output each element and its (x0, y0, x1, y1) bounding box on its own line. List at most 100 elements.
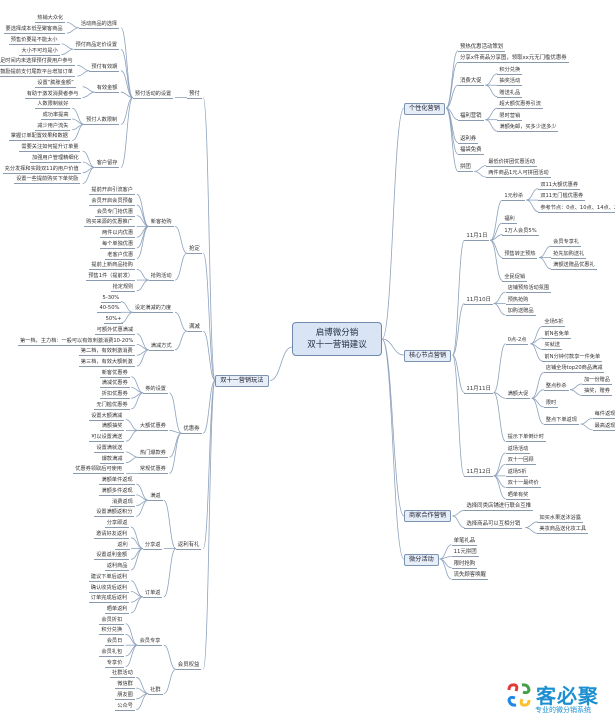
leaf-node[interactable]: 返场5折 (505, 468, 529, 477)
leaf-node[interactable]: 预热优惠活动策划 (458, 43, 506, 52)
leaf-node[interactable]: 充分发挥和实践双11的用户价值 (2, 165, 81, 174)
leaf-node[interactable]: 有助于激发消费者参与 (24, 90, 81, 99)
leaf-node[interactable]: 掌握订单配置效果和数据 (8, 133, 70, 142)
leaf-node[interactable]: 美妆商品送化妆工具 (537, 526, 589, 535)
leaf-node[interactable]: 满额送赠品优惠礼 (551, 262, 597, 271)
leaf-node[interactable]: 积分兑换 (497, 66, 523, 75)
leaf-node[interactable]: 返利商品 (104, 563, 130, 572)
leaf-node[interactable]: 优惠券领取后可使用 (73, 466, 124, 475)
topic-node[interactable]: 11月11日 (464, 385, 493, 394)
leaf-node[interactable]: 设置满额返积分 (94, 509, 135, 518)
topic-node[interactable]: 整点秒杀 (543, 382, 569, 391)
leaf-node[interactable]: 两件商品1元人可拼团活动 (486, 170, 551, 179)
leaf-node[interactable]: 满减优惠券 (99, 380, 130, 389)
leaf-node[interactable]: 提前开启引流客户 (89, 187, 135, 196)
leaf-node[interactable]: 邀请好友返利 (94, 530, 130, 539)
topic-node[interactable]: 客户留存 (94, 160, 120, 169)
topic-node[interactable]: 分享返 (142, 541, 163, 550)
leaf-node[interactable]: 会员专门抢优惠 (94, 208, 136, 217)
leaf-node[interactable]: 减少用户流失 (35, 122, 71, 131)
leaf-node[interactable]: 抽奖活动 (497, 78, 523, 87)
leaf-node[interactable]: 店铺预热活动氛围 (505, 285, 552, 294)
leaf-node[interactable]: 1万人会员5% (502, 227, 539, 236)
branch-node[interactable]: 核心节点营销 (404, 349, 452, 362)
topic-node[interactable]: 预付活动的设置 (132, 90, 174, 99)
leaf-node[interactable]: 流失顾客唤醒 (451, 572, 488, 581)
leaf-node[interactable]: 设置“膨胀金额” (35, 79, 76, 88)
leaf-node[interactable]: 公众号 (115, 702, 135, 711)
leaf-node[interactable]: 无门槛优惠券 (94, 401, 130, 410)
topic-node[interactable]: 大额优惠券 (137, 423, 168, 432)
leaf-node[interactable]: 福利 (502, 216, 517, 225)
root-node[interactable]: 启博微分销 双十一营销建议 (292, 322, 382, 356)
topic-node[interactable]: 抢购活动 (148, 273, 174, 282)
leaf-node[interactable]: 新客优惠券 (99, 369, 130, 378)
leaf-node[interactable]: 热销大众化 (35, 15, 66, 24)
leaf-node[interactable]: 第三档，有效大额刺激 (78, 359, 135, 367)
leaf-node[interactable]: 购买来源的优惠推广 (84, 219, 135, 228)
leaf-node[interactable]: 满足时间内未选择预付费用户参与 (0, 58, 75, 67)
topic-node[interactable]: 满减 (187, 324, 202, 333)
leaf-node[interactable]: 预售价要是不能太小 (8, 36, 60, 45)
leaf-node[interactable]: 确认收货后返利 (88, 584, 130, 593)
leaf-node[interactable]: 专享价 (104, 659, 125, 668)
leaf-node[interactable]: 超大额优惠券引流 (497, 101, 543, 110)
topic-node[interactable]: 消费大促 (458, 78, 484, 87)
leaf-node[interactable]: 社群活动 (110, 670, 135, 679)
topic-node[interactable]: 新客抢购 (148, 219, 174, 228)
topic-node[interactable]: 选择商品可以互相分销 (464, 520, 523, 529)
leaf-node[interactable]: 双11无门槛优惠券 (538, 193, 586, 202)
leaf-node[interactable]: 爆款满减 (99, 455, 125, 464)
topic-node[interactable]: 11月10日 (464, 296, 493, 305)
leaf-node[interactable]: 朋友圈 (115, 691, 135, 700)
leaf-node[interactable]: 设置大额满减 (89, 412, 125, 421)
topic-node[interactable]: 会员专享 (137, 638, 163, 647)
leaf-node[interactable]: 最低价拼团优惠活动 (486, 158, 537, 167)
leaf-node[interactable]: 第二档，有效刺激消费 (78, 348, 135, 357)
leaf-node[interactable]: 成功率提高 (40, 112, 71, 120)
topic-node[interactable]: 整点下单返现 (543, 417, 579, 426)
leaf-node[interactable]: 前N名免单 (542, 330, 572, 339)
topic-node[interactable]: 热门爆款券 (137, 450, 168, 459)
leaf-node[interactable]: 最高返现至买家 (592, 423, 615, 431)
leaf-node[interactable]: 鼓励提前支付尾款平台增加订单 (0, 69, 75, 78)
leaf-node[interactable]: 赠送礼品 (497, 89, 523, 98)
topic-node[interactable]: 拼团 (458, 164, 473, 173)
leaf-node[interactable]: 需要关注如何提升订单量 (19, 144, 81, 153)
leaf-node[interactable]: 订单完成后返利 (88, 595, 130, 604)
topic-node[interactable]: 活动商品的选择 (78, 20, 120, 29)
leaf-node[interactable]: 预售1件（提前发） (86, 273, 136, 282)
leaf-node[interactable]: 参考节点：0点、10点、14点、20点、22点 (538, 205, 615, 213)
leaf-node[interactable]: 满额多件返现 (99, 487, 135, 496)
topic-node[interactable]: 预付人数限制 (84, 117, 120, 126)
leaf-node[interactable]: 会员礼包 (99, 648, 125, 657)
leaf-node[interactable]: 提前上新商品抢购 (89, 262, 135, 271)
topic-node[interactable]: 返利有礼 (175, 541, 202, 550)
leaf-node[interactable]: 每件返现二元 (592, 411, 615, 420)
leaf-node[interactable]: 限时 (543, 399, 559, 408)
leaf-node[interactable]: 提示下单倒计时 (505, 434, 546, 443)
leaf-node[interactable]: 全民促销 (502, 273, 528, 282)
leaf-node[interactable]: 抽奖，赠券 (581, 388, 612, 397)
leaf-node[interactable]: 返场活动 (505, 445, 531, 454)
topic-node[interactable]: 1元秒杀 (502, 193, 526, 202)
topic-node[interactable]: 券的设置 (143, 385, 168, 394)
leaf-node[interactable]: 如买水果送沐浴露 (537, 514, 583, 523)
topic-node[interactable]: 常规优惠券 (137, 466, 168, 475)
topic-node[interactable]: 满减方式 (148, 342, 174, 351)
leaf-node[interactable]: 买就送 (542, 342, 562, 351)
leaf-node[interactable]: 晒单有奖 (505, 491, 531, 500)
leaf-node[interactable]: 选择同类店铺进行联合互推 (464, 503, 534, 512)
leaf-node[interactable]: 限时抢购 (451, 560, 478, 569)
leaf-node[interactable]: 两件以内优惠 (100, 230, 136, 239)
leaf-node[interactable]: 可以设置满送 (89, 434, 125, 443)
branch-node[interactable]: 双十一营销玩法 (215, 374, 269, 387)
leaf-node[interactable]: 加一份赠品 (581, 376, 612, 385)
leaf-node[interactable]: 人数限制就好 (35, 101, 71, 110)
topic-node[interactable]: 11月1日 (464, 233, 490, 242)
leaf-node[interactable]: 第一档，主力档：一般可以有效刺激消费10-20% (17, 337, 136, 346)
leaf-node[interactable]: 折扣优惠券 (99, 391, 130, 400)
topic-node[interactable]: 会员权益 (175, 662, 202, 671)
leaf-node[interactable]: 会员折扣 (99, 616, 125, 625)
leaf-node[interactable]: 可额外优惠满减 (94, 326, 136, 335)
